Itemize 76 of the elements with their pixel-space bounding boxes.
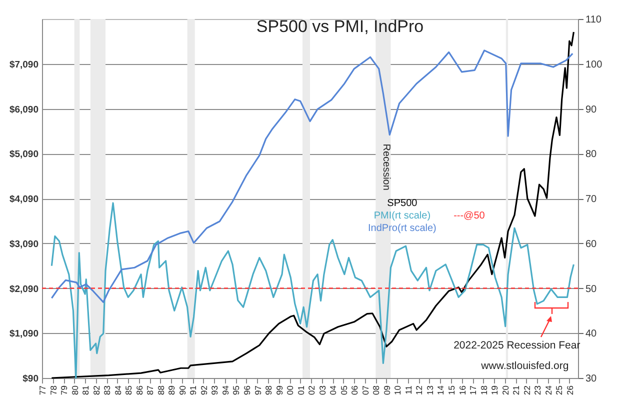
x-tick-label: 09 — [382, 385, 392, 395]
y2-tick-label: 100 — [586, 59, 603, 70]
x-tick-label: 99 — [274, 385, 284, 395]
x-tick-label: 91 — [188, 385, 198, 395]
x-tick-label: 87 — [145, 385, 156, 395]
x-tick-label: 22 — [522, 385, 532, 395]
y-tick-label: $4,090 — [9, 194, 38, 205]
x-tick-label: 83 — [102, 385, 112, 395]
x-tick-label: 26 — [564, 385, 575, 395]
x-tick-label: 06 — [350, 385, 360, 395]
y-tick-label: $90 — [22, 374, 38, 384]
x-tick-label: 84 — [112, 385, 123, 395]
x-tick-label: 77 — [38, 385, 48, 395]
line-series — [50, 50, 574, 303]
y2-tick-label: 60 — [586, 238, 598, 250]
x-tick-label: 19 — [490, 385, 500, 395]
x-tick-label: 92 — [198, 385, 209, 395]
x-tick-label: 16 — [457, 385, 468, 395]
x-tick-label: 79 — [59, 385, 70, 395]
chart-title: SP500 vs PMI, IndPro — [256, 17, 424, 36]
x-tick-label: 12 — [414, 385, 424, 395]
x-tick-label: 85 — [124, 385, 134, 395]
ref-line-label: ---@50 — [454, 210, 486, 222]
text: IndPro(rt scale) — [368, 223, 436, 234]
y2-tick-label: 80 — [586, 149, 598, 160]
y-tick-label: $3,090 — [9, 238, 38, 250]
y2-tick-label: 90 — [586, 104, 598, 116]
x-tick-label: 02 — [306, 385, 317, 395]
y-tick-label: $6,090 — [9, 104, 38, 116]
x-tick-label: 89 — [166, 385, 177, 395]
x-tick-label: 88 — [156, 385, 166, 395]
x-tick-label: 01 — [296, 385, 306, 395]
x-tick-label: 04 — [328, 385, 338, 395]
y-tick-label: $7,090 — [9, 59, 38, 70]
text: PMI(rt scale) — [374, 210, 431, 222]
x-tick-label: 90 — [177, 385, 188, 395]
x-tick-label: 23 — [532, 385, 543, 395]
x-tick-label: 25 — [554, 385, 564, 395]
y-tick-label: $1,090 — [9, 328, 38, 340]
y2-tick-label: 50 — [586, 284, 598, 295]
annotation: Recession — [380, 144, 392, 190]
x-tick-label: 95 — [231, 385, 242, 395]
x-tick-label: 15 — [446, 385, 456, 395]
x-tick-label: 08 — [371, 385, 382, 395]
x-tick-label: 07 — [360, 385, 370, 395]
x-tick-label: 10 — [392, 385, 403, 395]
x-tick-label: 05 — [338, 385, 349, 395]
x-tick-label: 93 — [210, 385, 220, 395]
x-tick-label: 21 — [511, 385, 522, 395]
x-tick-label: 20 — [500, 385, 510, 395]
y-tick-label: $5,090 — [9, 149, 38, 160]
x-tick-label: 00 — [285, 385, 296, 395]
annotation: www.stlouisfed.org — [480, 360, 569, 372]
x-tick-label: 18 — [478, 385, 489, 395]
y2-tick-label: 110 — [586, 14, 602, 26]
x-tick-label: 17 — [468, 385, 478, 395]
x-tick-label: 11 — [403, 385, 414, 394]
x-tick-label: 80 — [70, 385, 80, 395]
y2-tick-label: 70 — [586, 194, 598, 205]
text: SP500 — [387, 198, 418, 210]
y-tick-label: $2,090 — [9, 284, 38, 295]
x-tick-label: 24 — [543, 385, 554, 395]
x-tick-label: 97 — [252, 385, 263, 395]
x-tick-label: 86 — [134, 385, 144, 395]
x-tick-label: 13 — [424, 385, 435, 395]
x-tick-label: 78 — [48, 385, 58, 395]
y2-tick-label: 40 — [586, 328, 598, 340]
x-tick-label: 94 — [220, 385, 230, 395]
annotation: 2022-2025 Recession Fear — [454, 340, 581, 352]
y2-tick-label: 30 — [586, 374, 598, 384]
x-tick-label: 03 — [317, 385, 328, 395]
x-tick-label: 96 — [242, 385, 252, 395]
x-tick-label: 82 — [91, 385, 102, 395]
x-tick-label: 98 — [264, 385, 274, 395]
x-tick-label: 14 — [436, 385, 446, 395]
x-tick-label: 81 — [80, 385, 91, 395]
